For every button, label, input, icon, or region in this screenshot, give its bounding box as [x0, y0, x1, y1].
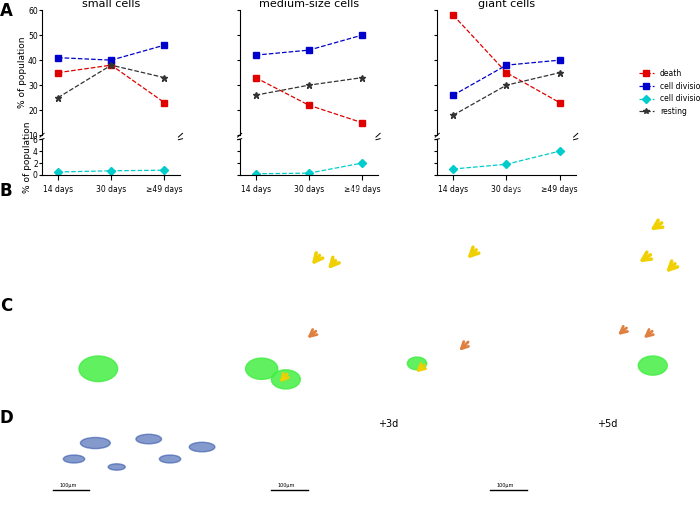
Text: 18:00: 18:00 — [672, 187, 688, 192]
Circle shape — [63, 455, 85, 463]
Title: medium-size cells: medium-size cells — [259, 0, 359, 9]
Text: 10:00: 10:00 — [346, 303, 361, 308]
Circle shape — [407, 357, 426, 370]
Text: C: C — [0, 297, 12, 316]
Circle shape — [272, 370, 300, 389]
Circle shape — [246, 358, 278, 379]
Text: +3d: +3d — [378, 419, 398, 429]
Circle shape — [80, 437, 111, 448]
Text: 0:00: 0:00 — [186, 303, 198, 308]
Title: small cells: small cells — [82, 0, 140, 9]
Text: A: A — [0, 2, 13, 20]
Text: +5d: +5d — [597, 419, 617, 429]
Text: 100μm: 100μm — [59, 483, 76, 488]
Text: 100μm: 100μm — [496, 483, 514, 488]
Title: giant cells: giant cells — [478, 0, 535, 9]
Circle shape — [136, 434, 162, 444]
Circle shape — [108, 464, 125, 470]
Y-axis label: % of population: % of population — [22, 121, 32, 193]
Text: 20:00: 20:00 — [509, 303, 525, 308]
Circle shape — [638, 356, 667, 375]
Circle shape — [160, 455, 181, 463]
Circle shape — [189, 442, 215, 452]
Y-axis label: % of population: % of population — [18, 37, 27, 109]
Text: D: D — [0, 409, 13, 427]
Text: 100μm: 100μm — [278, 483, 295, 488]
Text: B: B — [0, 182, 13, 200]
Text: 30:00: 30:00 — [672, 303, 688, 308]
Text: 12:00: 12:00 — [509, 187, 525, 192]
Legend: death, cell division in 2, cell division in >2, resting: death, cell division in 2, cell division… — [638, 69, 700, 116]
Text: 6:00: 6:00 — [349, 187, 361, 192]
Circle shape — [79, 356, 118, 381]
Text: 0:00: 0:00 — [186, 187, 198, 192]
